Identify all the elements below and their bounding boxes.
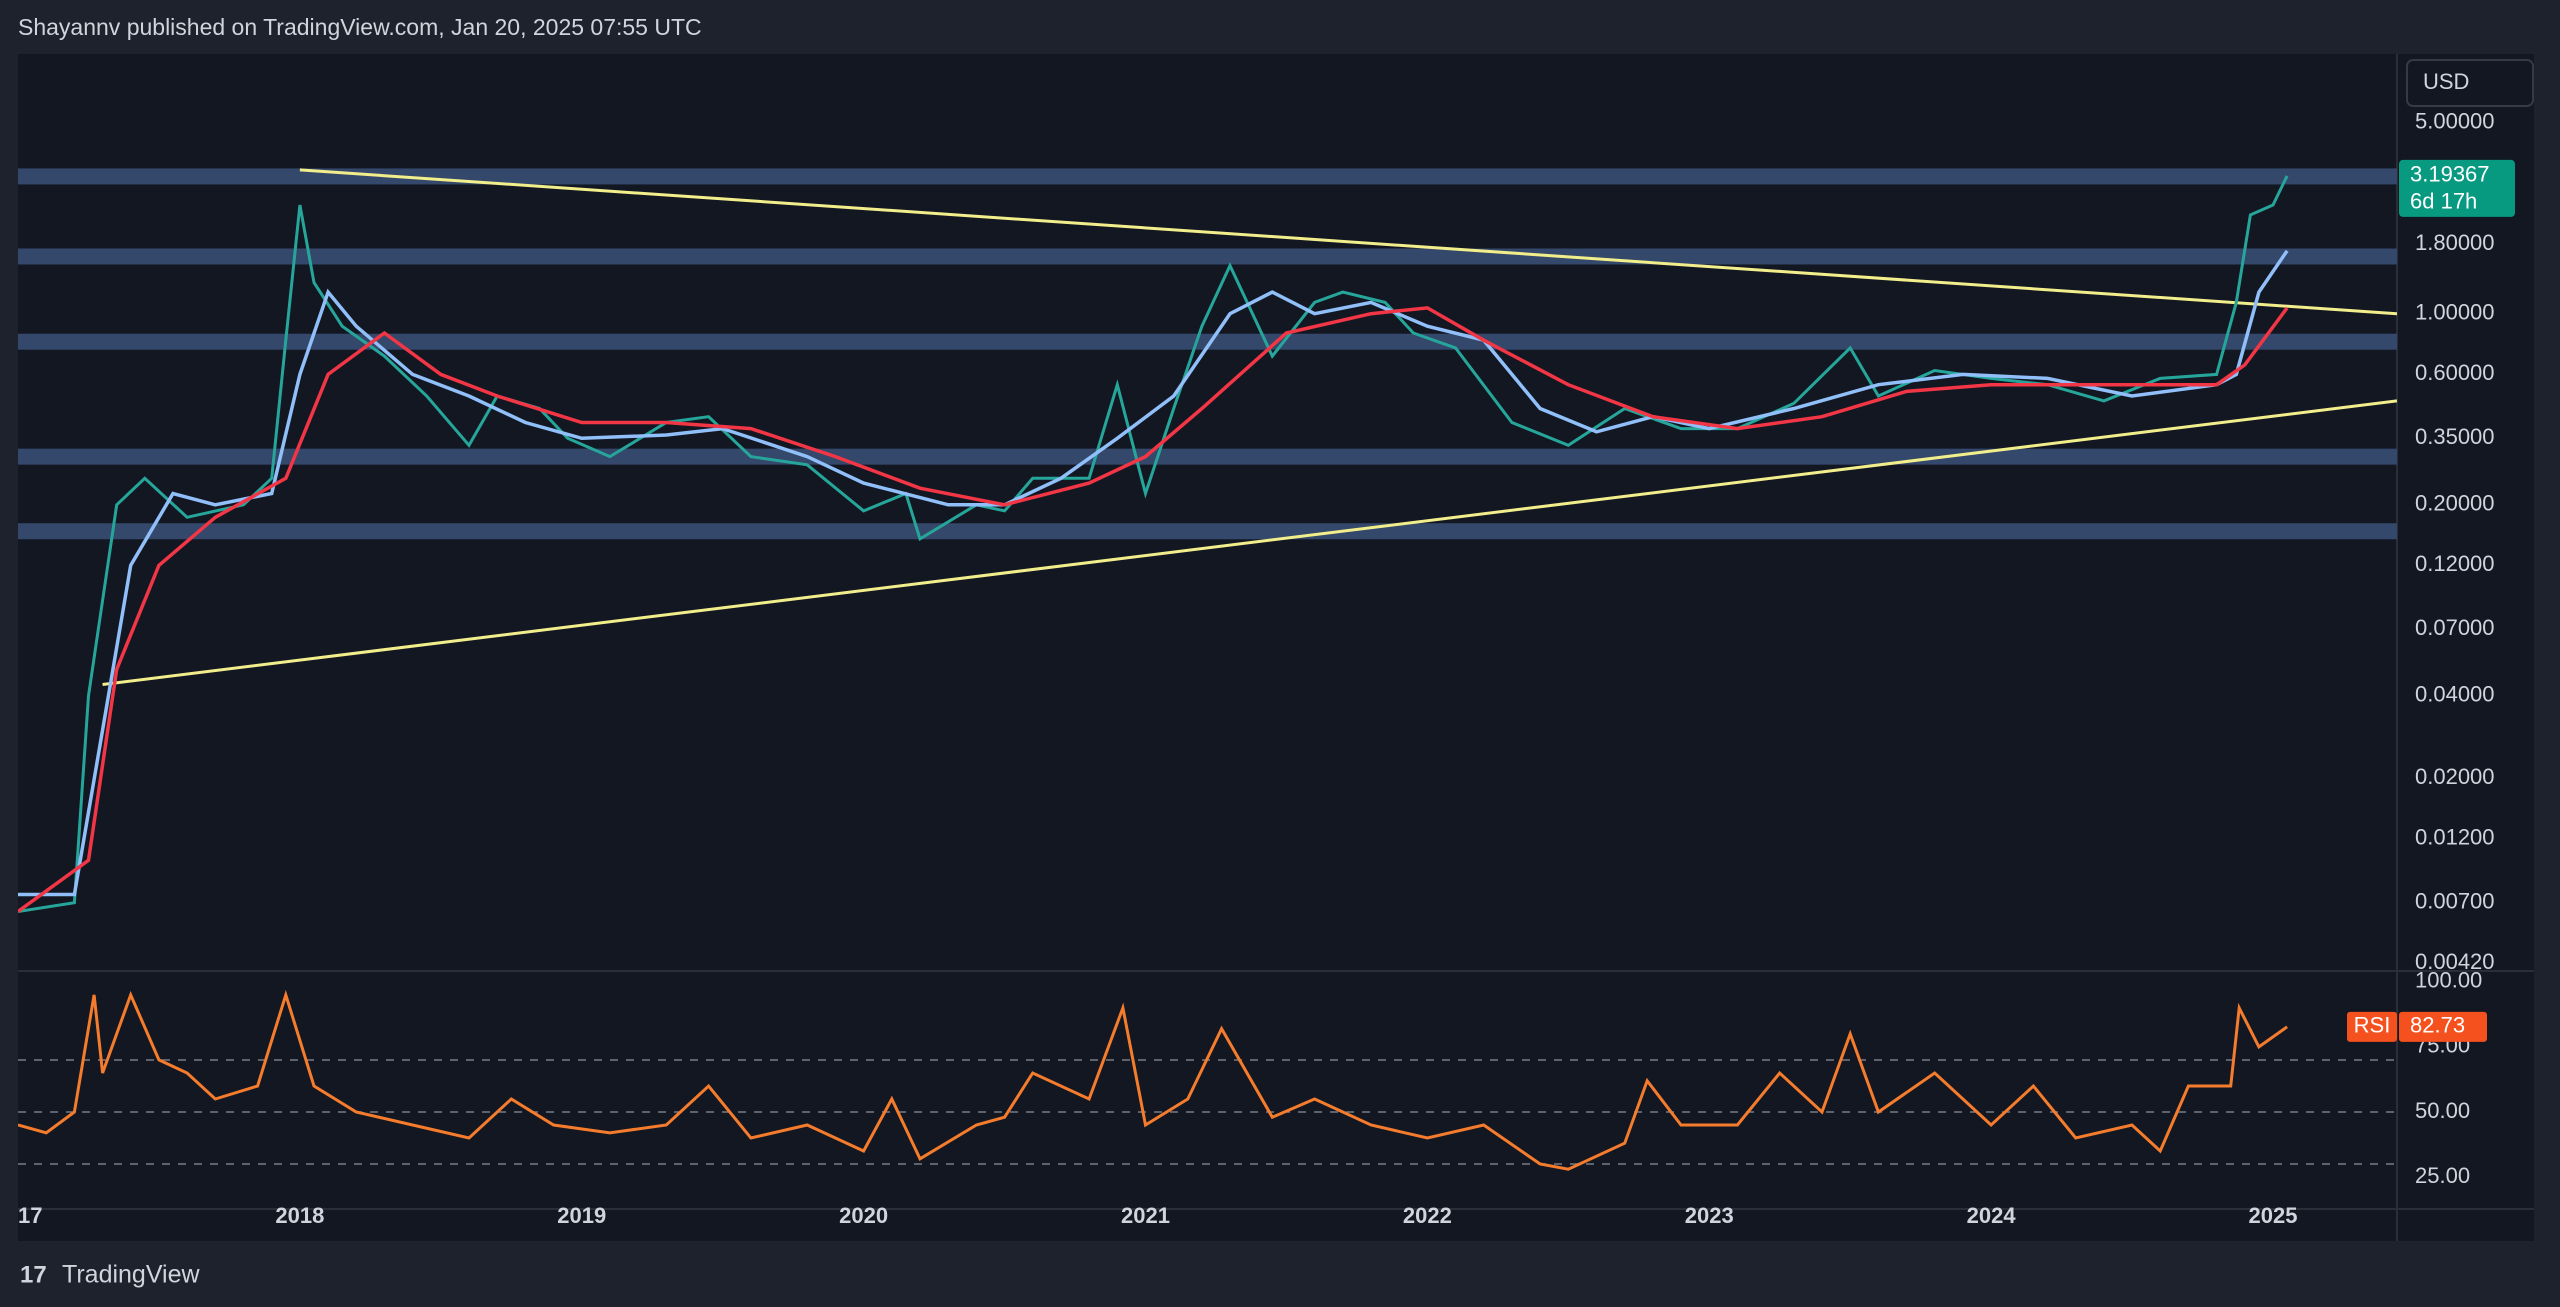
y-tick-label: 1.00000 — [2415, 300, 2495, 325]
time-axis: 2017 2018 2019 2020 2021 2022 2023 2024 2025 — [0, 1203, 2297, 1228]
price-pane — [18, 168, 2397, 913]
y-tick-label: 0.20000 — [2415, 491, 2495, 516]
series-line — [18, 249, 2289, 897]
rsi-pane — [18, 989, 2397, 1171]
series-line — [18, 989, 2288, 1171]
level-band — [18, 168, 2397, 185]
y-tick-label: 0.12000 — [2415, 551, 2495, 576]
y-tick-label: 0.07000 — [2415, 615, 2495, 640]
rsi-name-tag — [2347, 1011, 2397, 1042]
price-axis: 5.00000 1.80000 1.00000 0.60000 0.35000 0.200… — [2347, 109, 2515, 1188]
y-tick-label: 0.04000 — [2415, 682, 2495, 707]
y-tick-label: 50.00 — [2415, 1098, 2470, 1123]
publisher-header: Shayannv published on TradingView.com, J… — [18, 14, 702, 40]
y-tick-label: 25.00 — [2415, 1163, 2470, 1188]
x-tick-label: 2018 — [275, 1203, 324, 1228]
level-band — [18, 448, 2397, 465]
y-tick-label: 5.00000 — [2415, 109, 2495, 134]
countdown: 6d 17h — [2410, 189, 2477, 214]
y-tick-label: 0.00700 — [2415, 888, 2495, 913]
x-tick-label: 2020 — [839, 1203, 888, 1228]
x-tick-label: 2019 — [557, 1203, 606, 1228]
y-tick-label: 0.35000 — [2415, 424, 2495, 449]
y-tick-label: 1.80000 — [2415, 230, 2495, 255]
y-tick-label: 0.01200 — [2415, 825, 2495, 850]
x-tick-label: 2022 — [1403, 1203, 1452, 1228]
series-line — [18, 306, 2289, 913]
trendline — [299, 168, 2397, 316]
y-tick-label: 0.60000 — [2415, 360, 2495, 385]
rsi-value: 82.73 — [2410, 1013, 2465, 1038]
logo-mark: 17 — [20, 1261, 47, 1288]
trendline — [102, 399, 2397, 686]
y-tick-label: 100.00 — [2415, 968, 2482, 993]
rsi-value-tag — [2399, 1011, 2487, 1042]
level-band — [18, 248, 2397, 265]
level-band — [18, 523, 2397, 540]
x-tick-label: 2024 — [1967, 1203, 2017, 1228]
last-price-tag — [2399, 159, 2515, 217]
y-tick-label: 0.02000 — [2415, 764, 2495, 789]
last-price: 3.19367 — [2410, 162, 2490, 187]
x-tick-label: 2025 — [2248, 1203, 2297, 1228]
x-tick-label: 2023 — [1685, 1203, 1734, 1228]
rsi-name: RSI — [2354, 1013, 2391, 1038]
x-tick-label: 2021 — [1121, 1203, 1170, 1228]
currency-label[interactable]: USD — [2423, 69, 2469, 94]
footer-brand: TradingView — [62, 1261, 201, 1289]
x-tick-label: 2017 — [0, 1203, 42, 1228]
y-tick-label: 0.00420 — [2415, 949, 2495, 974]
currency-button[interactable] — [2406, 59, 2534, 107]
series-line — [18, 175, 2289, 913]
level-band — [18, 333, 2397, 350]
footer-logo: 17 TradingView — [20, 1261, 201, 1289]
